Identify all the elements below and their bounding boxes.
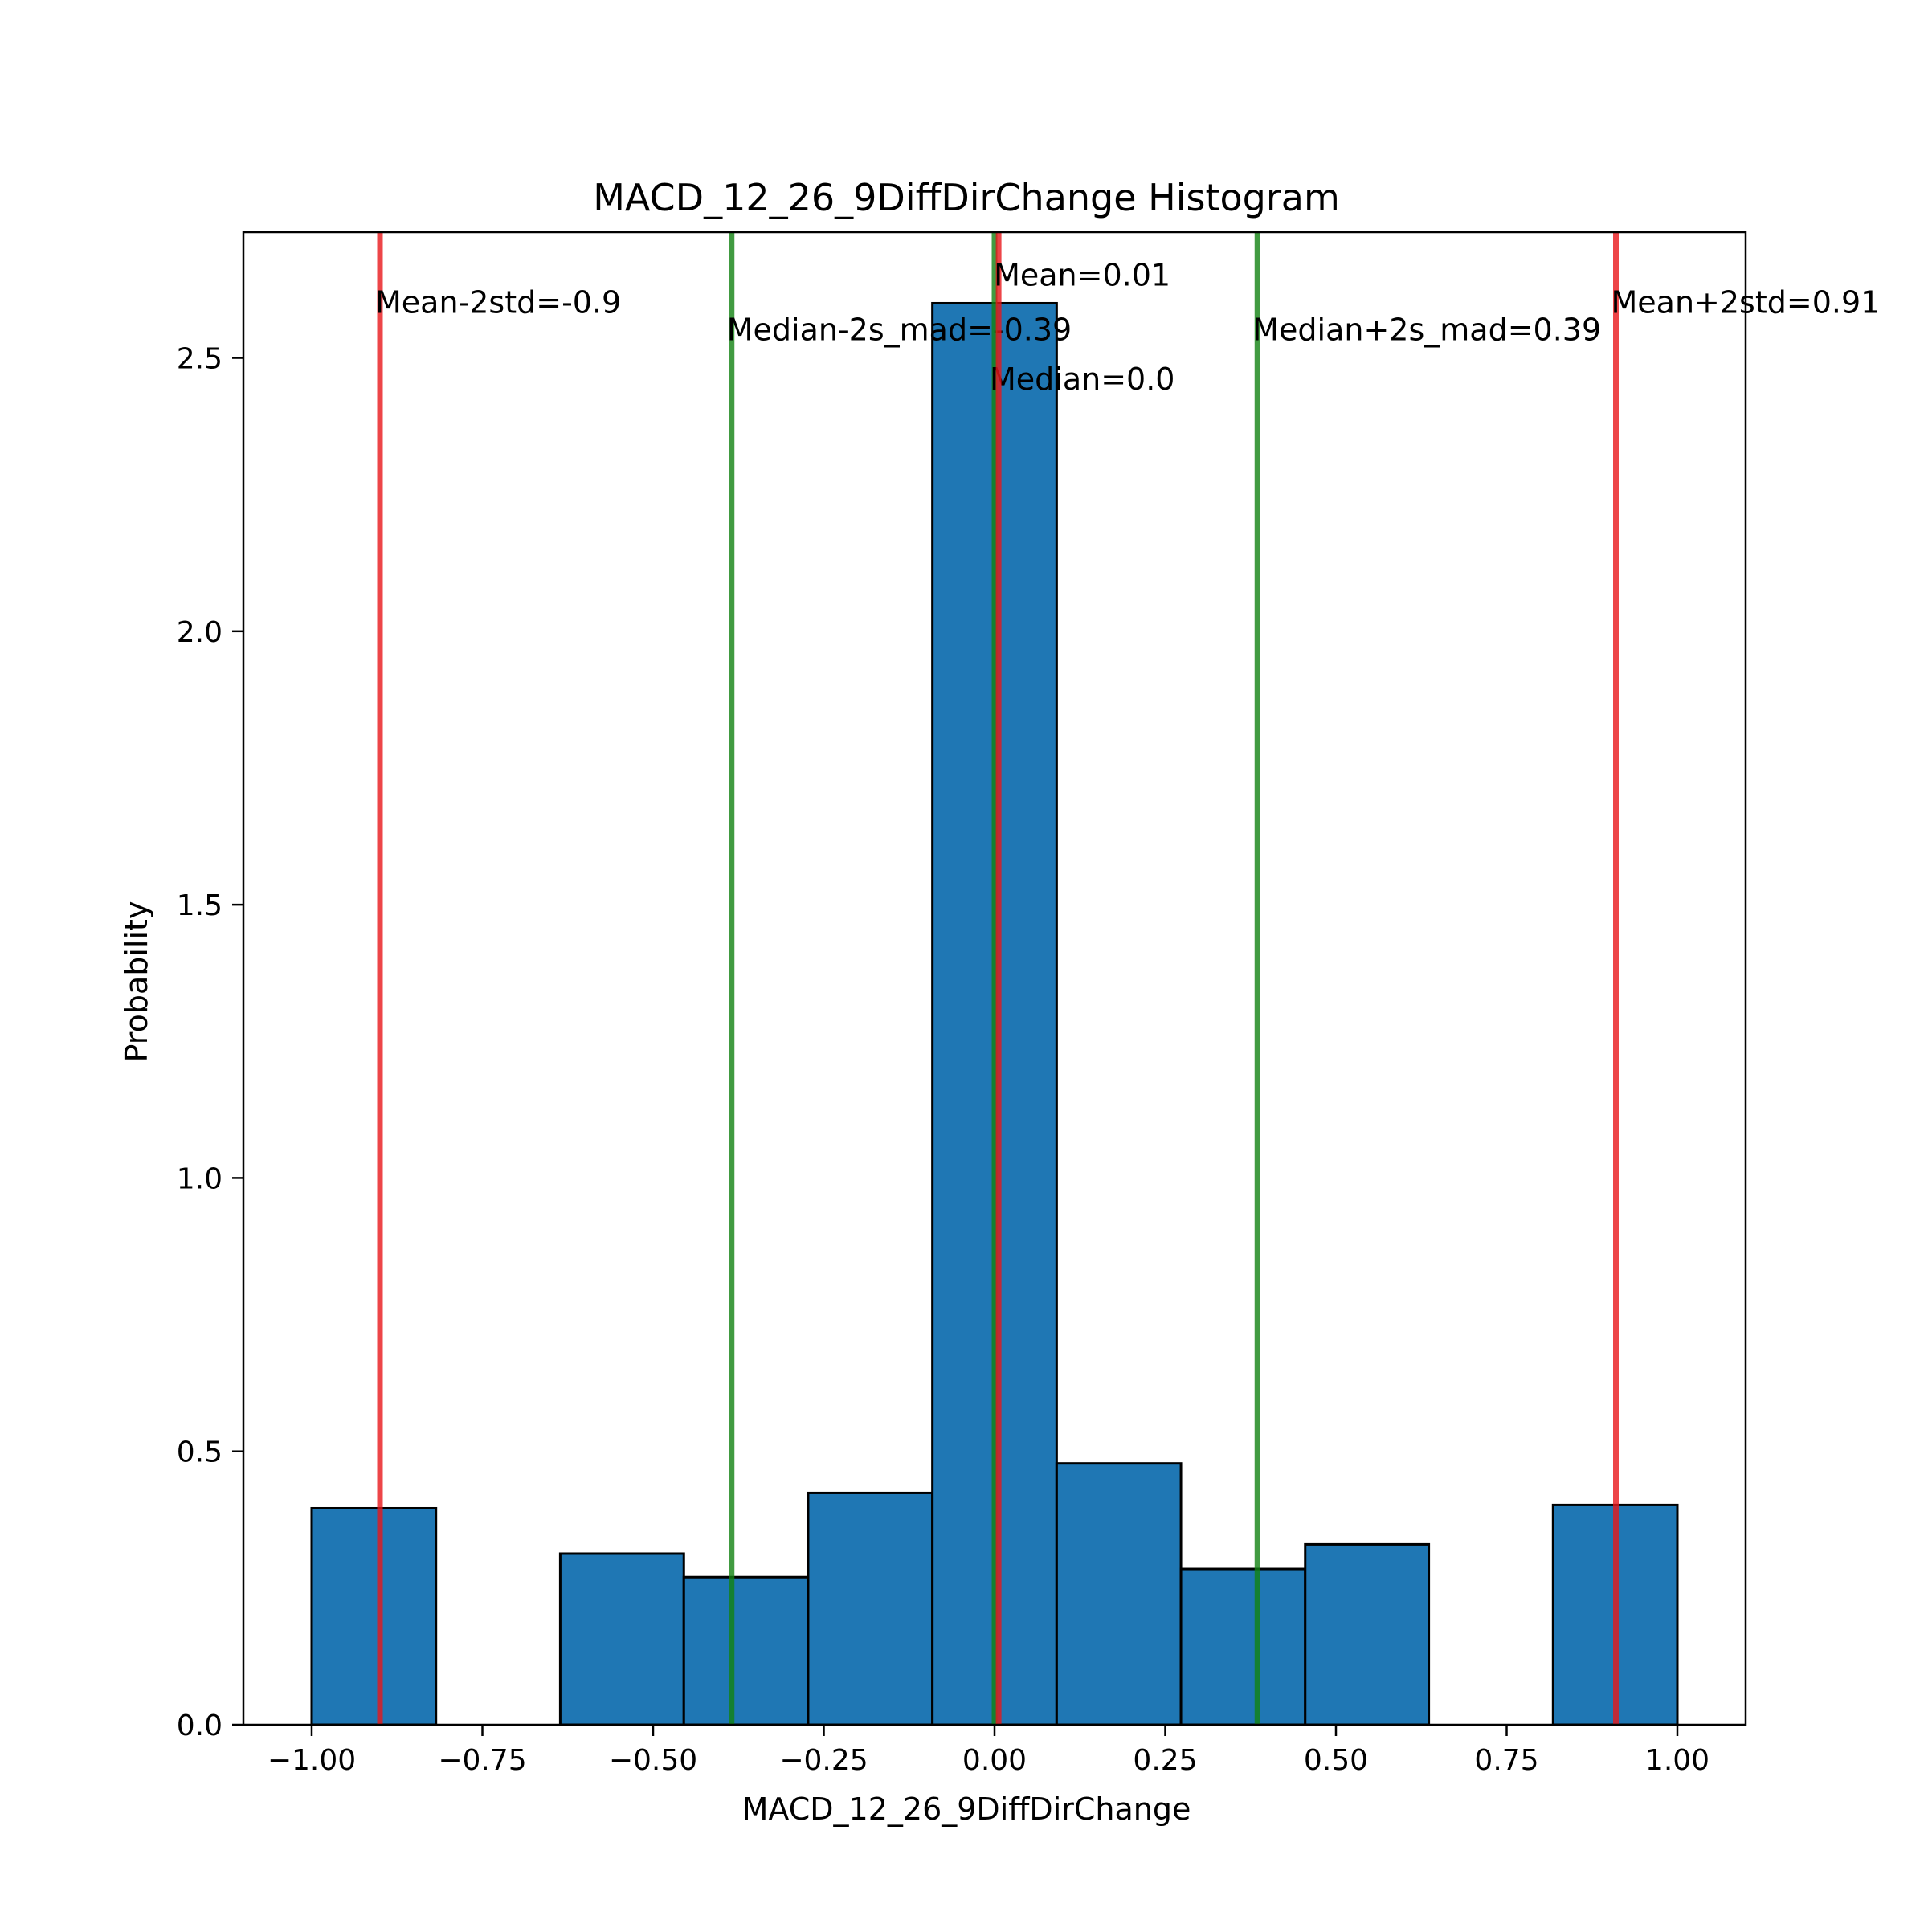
x-tick-label: 0.25: [1133, 1744, 1197, 1777]
reference-line-label-1: Mean-2std=-0.9: [375, 284, 621, 320]
reference-lines-layer: Mean-2std=-0.9 Median-2s_mad=-0.39 Median=…: [375, 232, 1880, 1725]
y-axis-label: Probability: [119, 901, 154, 1063]
y-tick-label: 1.5: [177, 889, 223, 922]
x-axis-label: MACD_12_26_9DiffDirChange: [742, 1791, 1191, 1827]
y-tick-label: 0.0: [177, 1709, 223, 1742]
y-tick-label: 2.5: [177, 343, 223, 376]
y-tick-label: 1.0: [177, 1162, 223, 1195]
x-tick-label: −1.00: [268, 1744, 356, 1777]
histogram-bar-9: [1304, 1542, 1431, 1726]
histogram-bar-3: [558, 1552, 685, 1726]
reference-line-label-2: Median-2s_mad=-0.39: [727, 312, 1072, 348]
x-tick-label: 0.00: [962, 1744, 1027, 1777]
x-tick-label: −0.75: [438, 1744, 526, 1777]
histogram-bar-4: [682, 1575, 810, 1726]
histogram-bar-7: [1055, 1462, 1183, 1726]
y-tick-label: 2.0: [177, 616, 223, 649]
y-tick-label: 0.5: [177, 1436, 223, 1469]
x-tick-label: −0.50: [609, 1744, 697, 1777]
reference-line-label-3: Median=0.0: [990, 361, 1175, 397]
x-tick-label: 0.50: [1304, 1744, 1368, 1777]
reference-line-label-5: Median+2s_mad=0.39: [1252, 312, 1601, 348]
bars-layer: [310, 301, 1679, 1726]
reference-line-label-4: Mean=0.01: [994, 257, 1170, 292]
histogram-bar-5: [807, 1491, 934, 1726]
chart-title: MACD_12_26_9DiffDirChange Histogram: [593, 176, 1340, 219]
y-axis-ticks: 0.0 0.5 1.0 1.5 2.0 2.5: [177, 343, 243, 1742]
x-tick-label: 1.00: [1645, 1744, 1709, 1777]
x-tick-label: 0.75: [1474, 1744, 1538, 1777]
x-axis-ticks: −1.00 −0.75 −0.50 −0.25 0.00 0.25 0.50 0.75 1.00: [268, 1725, 1709, 1777]
histogram-bar-8: [1179, 1567, 1307, 1726]
histogram-bar-1: [310, 1506, 438, 1726]
x-tick-label: −0.25: [779, 1744, 868, 1777]
